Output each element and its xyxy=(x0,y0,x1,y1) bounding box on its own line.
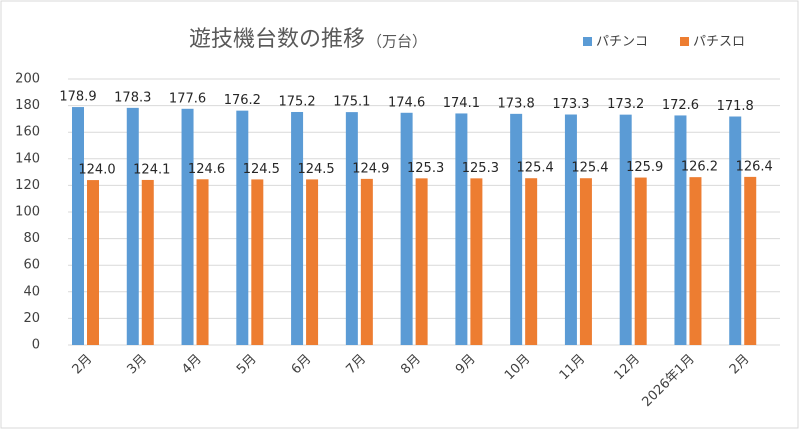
bar xyxy=(744,176,757,345)
bar xyxy=(619,114,632,345)
y-tick-label: 100 xyxy=(15,205,40,220)
data-label: 124.5 xyxy=(243,162,280,177)
data-label: 125.3 xyxy=(407,161,444,176)
data-label: 178.3 xyxy=(114,90,151,105)
bar xyxy=(345,112,358,345)
bar xyxy=(400,112,413,345)
data-label: 178.9 xyxy=(59,90,96,105)
y-tick-label: 40 xyxy=(23,284,40,299)
legend-label: パチンコ xyxy=(596,35,648,50)
data-label: 125.9 xyxy=(626,160,663,175)
y-tick-label: 180 xyxy=(15,98,40,113)
bar xyxy=(360,178,373,345)
y-tick-label: 120 xyxy=(15,178,40,193)
y-tick-label: 200 xyxy=(15,72,40,87)
data-label: 124.6 xyxy=(188,162,225,177)
data-label: 124.0 xyxy=(78,163,115,178)
bar xyxy=(141,179,154,345)
bar xyxy=(510,113,523,345)
data-label: 125.3 xyxy=(462,161,499,176)
data-label: 176.2 xyxy=(224,93,261,108)
data-label: 173.2 xyxy=(607,97,644,112)
y-tick-label: 60 xyxy=(23,258,40,273)
data-label: 171.8 xyxy=(717,99,754,114)
y-tick-label: 20 xyxy=(23,311,40,326)
bar xyxy=(564,114,577,345)
data-label: 126.2 xyxy=(681,160,718,175)
bar xyxy=(729,116,742,345)
data-label: 175.1 xyxy=(333,95,370,110)
bar xyxy=(251,179,264,345)
bar xyxy=(579,178,592,345)
bar xyxy=(674,115,687,345)
bar xyxy=(455,113,468,346)
bar xyxy=(634,177,647,345)
bar xyxy=(87,180,99,345)
bar xyxy=(181,108,194,346)
bar xyxy=(72,107,84,345)
y-tick-label: 140 xyxy=(15,151,40,166)
data-label: 125.4 xyxy=(571,161,608,176)
chart-subtitle: （万台） xyxy=(367,33,427,51)
data-label: 173.8 xyxy=(498,96,535,111)
data-label: 174.1 xyxy=(443,96,480,111)
data-label: 175.2 xyxy=(278,94,315,109)
legend-label: パチスロ xyxy=(693,35,745,50)
data-label: 125.4 xyxy=(517,161,554,176)
data-label: 172.6 xyxy=(662,98,699,113)
legend-swatch xyxy=(680,37,689,46)
data-label: 124.5 xyxy=(297,162,334,177)
bar xyxy=(306,179,319,345)
y-tick-label: 80 xyxy=(23,231,40,246)
y-tick-label: 160 xyxy=(15,125,40,140)
bar xyxy=(196,179,209,345)
bar xyxy=(126,107,139,346)
bar xyxy=(689,177,702,345)
chart-title: 遊技機台数の推移 xyxy=(189,27,365,52)
bar xyxy=(236,110,249,346)
bar xyxy=(470,178,483,345)
bar xyxy=(525,178,538,345)
y-tick-label: 0 xyxy=(32,338,40,353)
data-label: 124.1 xyxy=(133,162,170,177)
bar xyxy=(291,111,304,345)
legend-swatch xyxy=(583,37,592,46)
data-label: 126.4 xyxy=(736,159,773,174)
data-label: 174.6 xyxy=(388,95,425,110)
data-label: 177.6 xyxy=(169,91,206,106)
data-label: 173.3 xyxy=(552,97,589,112)
data-label: 124.9 xyxy=(352,161,389,176)
bar xyxy=(415,178,428,345)
